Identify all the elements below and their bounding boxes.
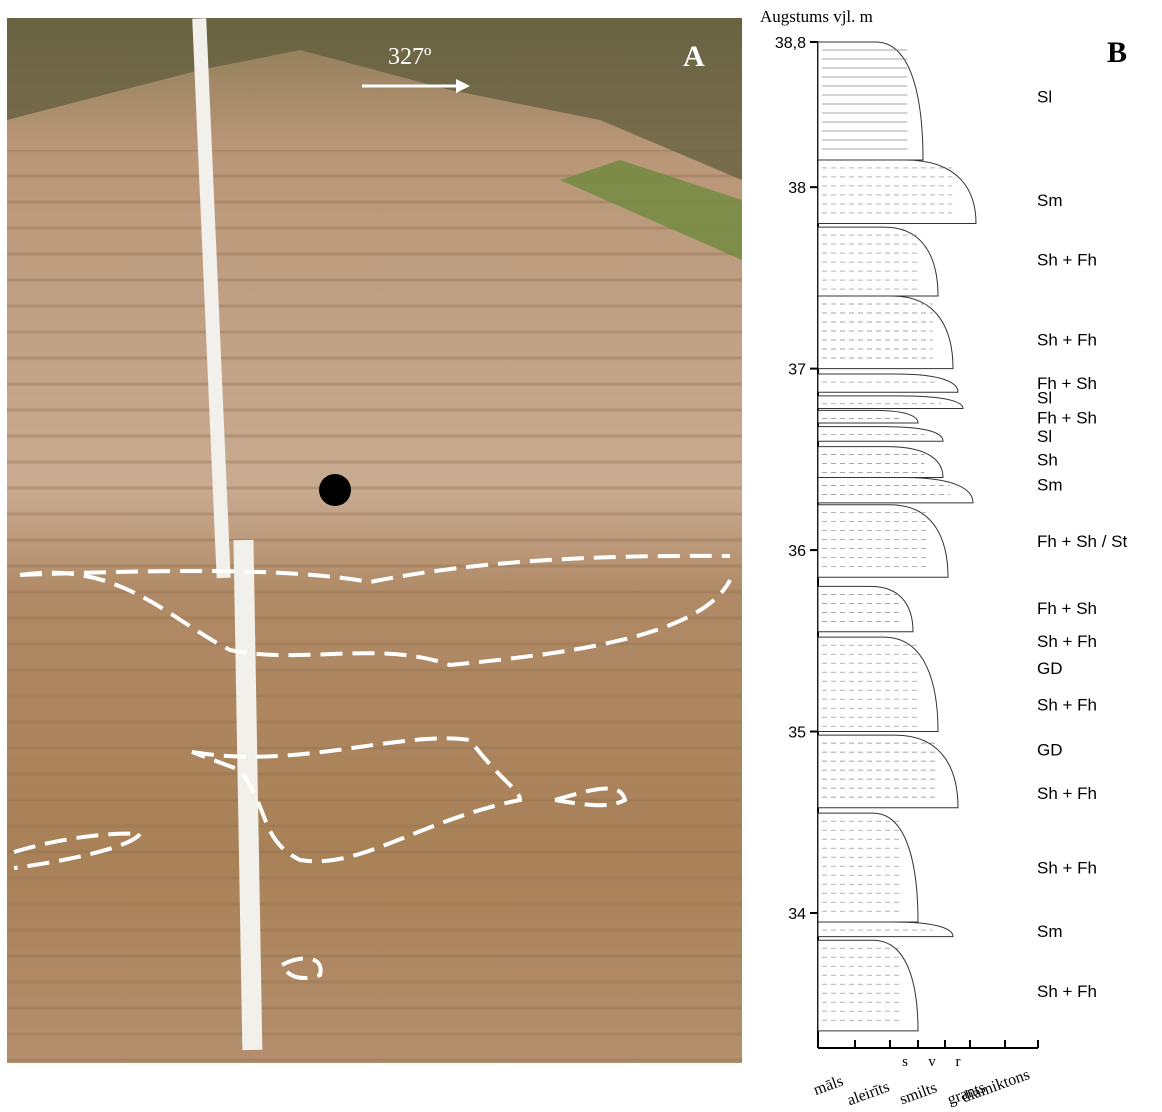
layer [818, 374, 958, 392]
y-tick-label: 36 [788, 543, 806, 560]
y-tick-label: 37 [788, 362, 806, 379]
x-label: māls [811, 1073, 845, 1099]
facies-label: Sl [1037, 87, 1052, 106]
facies-label: Sm [1037, 922, 1063, 941]
layer [818, 396, 963, 409]
x-sublabel: r [956, 1054, 961, 1070]
facies-label: GD [1037, 741, 1063, 760]
layer [818, 427, 943, 442]
y-tick-label: 38 [788, 180, 806, 197]
facies-label: Sh + Fh [1037, 695, 1097, 714]
figure: 327º A Augstums vjl. m B 38,8 38 37 36 35 34 S… [0, 0, 1162, 1112]
y-axis-title: Augstums vjl. m [760, 7, 873, 26]
facies-label: GD [1037, 659, 1063, 678]
x-label: smilts [898, 1079, 940, 1108]
layer [818, 477, 973, 502]
page: 327º A Augstums vjl. m B 38,8 38 37 36 35 34 S… [0, 0, 1162, 1112]
layer [818, 922, 953, 937]
x-sublabel: v [928, 1054, 936, 1070]
y-tick-label: 35 [788, 725, 806, 742]
layer [818, 160, 976, 224]
facies-label: Sh + Fh [1037, 982, 1097, 1001]
layer [818, 410, 918, 423]
direction-label: 327º [388, 44, 432, 70]
facies-label: Sh + Fh [1037, 784, 1097, 803]
photo: 327º A [7, 18, 742, 1063]
facies-label: Sl [1037, 427, 1052, 446]
facies-label: Sm [1037, 476, 1063, 495]
facies-label: Sm [1037, 191, 1063, 210]
facies-label: Fh + Sh [1037, 599, 1097, 618]
facies-label: Sh [1037, 450, 1058, 469]
facies-label: Fh + Sh [1037, 409, 1097, 428]
layer [818, 940, 918, 1031]
layer [818, 505, 948, 578]
facies-label: Sh + Fh [1037, 251, 1097, 270]
facies-label: Fh + Sh / St [1037, 532, 1128, 551]
y-tick-label: 38,8 [775, 35, 806, 52]
facies-label: Sl [1037, 389, 1052, 408]
layer [818, 227, 938, 296]
facies-label: Sh + Fh [1037, 859, 1097, 878]
x-label: diamiktons [959, 1066, 1032, 1106]
y-tick-label: 34 [788, 906, 806, 923]
x-label: aleirīts [845, 1078, 892, 1109]
layer [818, 42, 923, 160]
facies-label: Sh + Fh [1037, 632, 1097, 651]
x-sublabel: s [902, 1054, 908, 1070]
facies-label: Sh + Fh [1037, 331, 1097, 350]
layer [818, 813, 918, 922]
panel-label: B [1107, 36, 1127, 69]
layer [818, 586, 913, 631]
panel-label: A [683, 40, 705, 73]
log: Augstums vjl. m B 38,8 38 37 36 35 34 Sl Sm Sh +… [760, 7, 1128, 1109]
